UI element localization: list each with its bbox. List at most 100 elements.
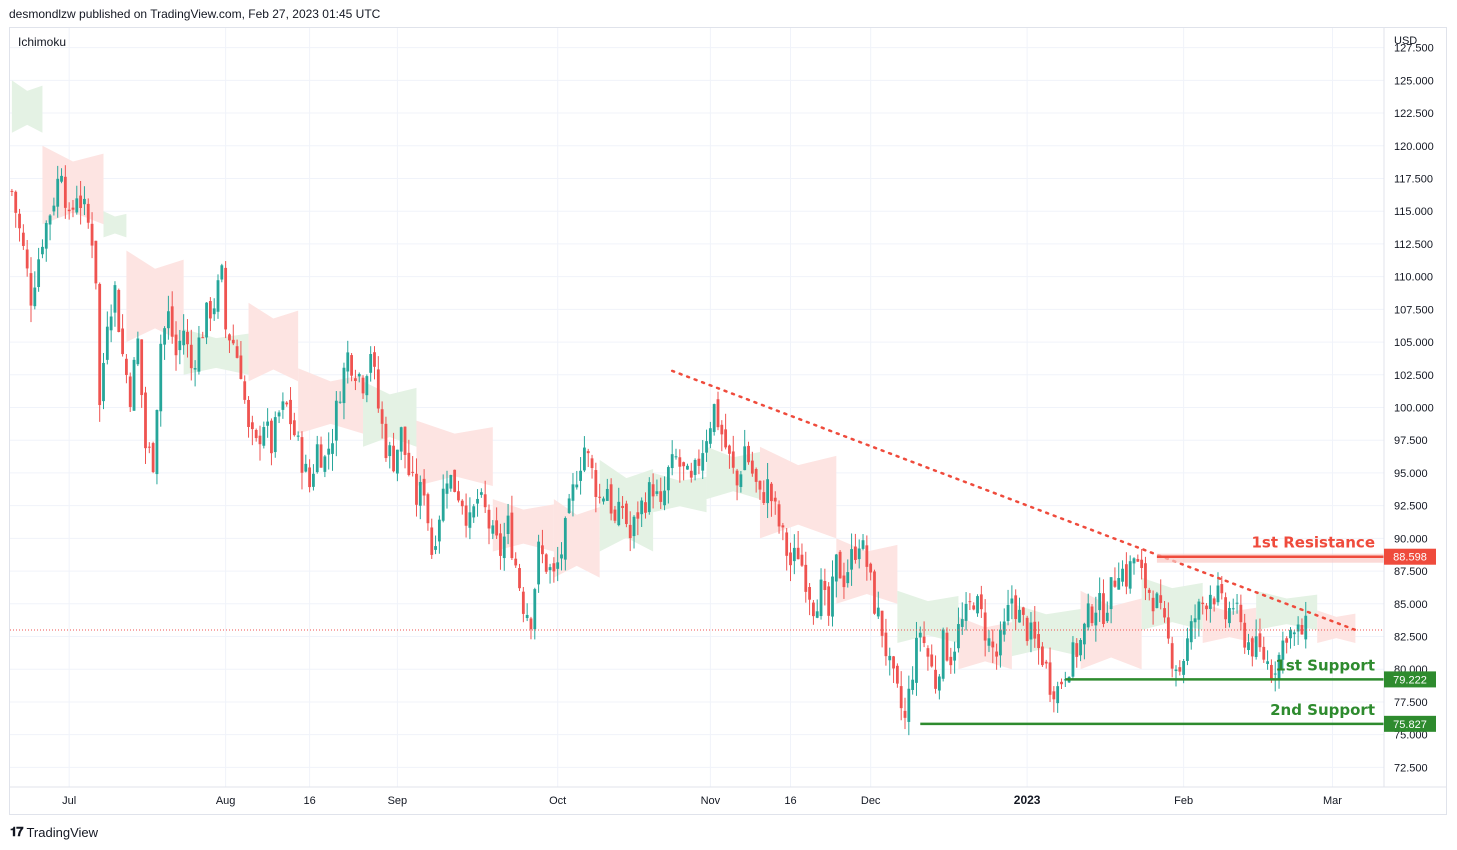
y-tick-label: 102.500 — [1394, 370, 1434, 382]
x-tick-label: Dec — [861, 795, 881, 807]
candle-body — [1220, 584, 1224, 594]
candle-body — [1270, 664, 1273, 680]
candle-body — [1090, 606, 1094, 624]
cloud-segment — [1141, 577, 1203, 630]
candle-body — [201, 337, 205, 339]
candle-body — [598, 496, 602, 498]
candle-body — [647, 482, 651, 513]
candle-body — [193, 368, 197, 370]
candle-body — [487, 509, 491, 529]
candle-body — [151, 443, 155, 473]
candle-body — [846, 572, 850, 584]
candle-body — [1289, 630, 1292, 639]
indicator-legend[interactable]: Ichimoku — [18, 35, 66, 49]
support-label[interactable]: 1st Support — [1275, 656, 1375, 674]
x-tick-label: 16 — [303, 795, 315, 807]
candle-body — [182, 330, 186, 346]
time-axis[interactable]: Jul Aug 16 Sep Oct Nov 16 Dec 2023 Feb Mar — [10, 786, 1446, 807]
candle-body — [773, 497, 777, 502]
y-tick-label: 127.500 — [1394, 43, 1434, 55]
candle-body — [1201, 602, 1205, 605]
candle-body — [369, 354, 373, 373]
candle-body — [1132, 558, 1136, 564]
candle-body — [1094, 612, 1098, 626]
candle-body — [728, 445, 731, 454]
candle-body — [861, 540, 865, 549]
candle-body — [537, 541, 541, 585]
candle-body — [460, 500, 464, 507]
resistance-label[interactable]: 1st Resistance — [1251, 534, 1375, 552]
candle-body — [224, 267, 228, 330]
y-tick-label: 72.500 — [1394, 762, 1428, 774]
cloud-segment — [553, 499, 600, 578]
candle-body — [1262, 646, 1266, 660]
candle-body — [392, 445, 395, 472]
candle-body — [441, 488, 445, 521]
candle-body — [357, 373, 361, 377]
candle-body — [705, 441, 708, 453]
candle-body — [762, 492, 766, 503]
candle-body — [41, 246, 44, 255]
y-tick-label: 120.000 — [1394, 141, 1434, 153]
candle-body — [766, 479, 770, 504]
candle-body — [1159, 595, 1163, 603]
candle-body — [1300, 625, 1304, 635]
candles[interactable] — [10, 165, 1308, 736]
candle-body — [552, 563, 556, 572]
candle-body — [418, 481, 422, 506]
candle-body — [571, 484, 575, 501]
candle-body — [273, 417, 277, 453]
candle-body — [678, 457, 682, 467]
candle-body — [147, 446, 151, 448]
candle-body — [575, 484, 579, 488]
candle-body — [750, 460, 754, 474]
candle-body — [1186, 638, 1189, 661]
candle-body — [544, 554, 548, 572]
candle-body — [315, 444, 319, 473]
y-tick-label: 87.500 — [1394, 566, 1428, 578]
candle-body — [686, 465, 689, 470]
candle-body — [731, 451, 735, 468]
y-tick-label: 107.500 — [1394, 304, 1434, 316]
candle-body — [663, 490, 666, 506]
candle-body — [899, 686, 903, 709]
candle-body — [915, 637, 918, 683]
candle-body — [308, 467, 312, 488]
candle-body — [1113, 580, 1117, 587]
candle-body — [632, 516, 636, 537]
candle-body — [21, 232, 25, 246]
candle-body — [884, 632, 888, 657]
candle-body — [968, 601, 972, 603]
chart-frame[interactable] — [9, 27, 1447, 815]
candle-body — [1098, 593, 1102, 611]
candle-body — [495, 520, 499, 536]
candle-body — [1193, 618, 1197, 623]
candle-body — [277, 412, 281, 417]
candle-body — [18, 213, 21, 229]
support-label[interactable]: 2nd Support — [1270, 701, 1375, 719]
candle-body — [178, 340, 182, 351]
candle-body — [789, 552, 792, 566]
cloud-segment — [298, 368, 364, 434]
candle-body — [63, 176, 67, 208]
candle-body — [1002, 621, 1006, 635]
footer-brand[interactable]: 𝟏𝟕 TradingView — [10, 824, 98, 840]
candle-body — [71, 207, 75, 210]
candle-body — [231, 339, 235, 344]
candle-body — [136, 338, 140, 365]
candle-body — [399, 427, 403, 452]
candle-body — [636, 512, 640, 519]
candle-body — [44, 222, 48, 249]
candle-body — [800, 554, 804, 566]
candle-body — [903, 710, 907, 718]
candle-body — [525, 614, 529, 619]
overlays[interactable]: 1st Resistance 1st Support 2nd Support — [10, 369, 1384, 726]
candle-body — [609, 484, 613, 514]
candle-body — [724, 429, 728, 448]
candle-body — [689, 470, 693, 478]
candle-body — [1216, 585, 1220, 603]
price-axis[interactable]: 127.500 125.000 122.500 120.000 117.500 115.0… — [1383, 28, 1436, 787]
candle-body — [758, 480, 762, 490]
cloud-segment — [897, 590, 959, 644]
